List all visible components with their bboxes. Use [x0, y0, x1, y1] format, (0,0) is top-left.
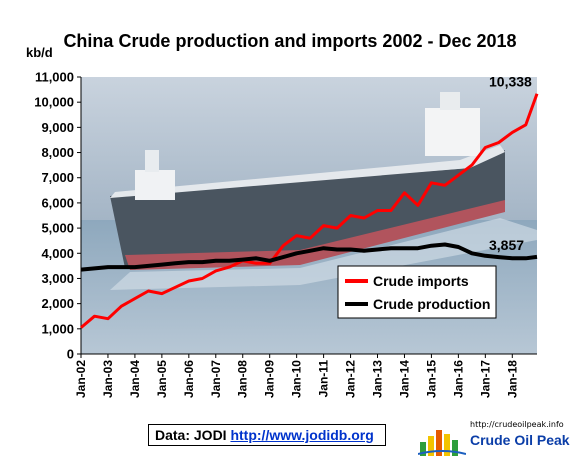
- y-tick-label: 8,000: [41, 145, 74, 160]
- y-tick-label: 5,000: [41, 221, 74, 236]
- series-layer: [80, 93, 539, 329]
- series-line-crude-imports: [80, 93, 539, 329]
- y-tick-label: 6,000: [41, 195, 74, 210]
- x-tick-label: Jan-10: [290, 360, 304, 398]
- legend: Crude imports Crude production: [337, 265, 497, 319]
- y-tick-label: 4,000: [41, 246, 74, 261]
- x-tick-label: Jan-04: [128, 360, 142, 398]
- x-tick-label: Jan-18: [505, 360, 519, 398]
- x-axis-ticks: Jan-02 Jan-03 Jan-04 Jan-05 Jan-06 Jan-07 Jan-…: [74, 354, 519, 398]
- y-tick-label: 2,000: [41, 296, 74, 311]
- y-tick-label: 7,000: [41, 170, 74, 185]
- x-tick-label: Jan-09: [263, 360, 277, 398]
- legend-box: [337, 265, 497, 319]
- x-tick-label: Jan-05: [155, 360, 169, 398]
- x-tick-label: Jan-02: [74, 360, 88, 398]
- y-axis-label: kb/d: [26, 45, 53, 60]
- chart-title: China Crude production and imports 2002 …: [63, 31, 516, 51]
- y-tick-label: 1,000: [41, 321, 74, 336]
- y-axis-ticks: 0 1,000 2,000 3,000 4,000 5,000 6,000 7,000 8,00…: [34, 70, 81, 362]
- x-tick-label: Jan-08: [236, 360, 250, 398]
- source-link[interactable]: http://www.jodidb.org: [230, 427, 374, 443]
- logo-bars-icon: [418, 430, 466, 456]
- x-tick-label: Jan-17: [478, 360, 492, 398]
- data-label: 10,338: [489, 74, 532, 90]
- x-tick-label: Jan-13: [371, 360, 385, 398]
- logo-url[interactable]: http://crudeoilpeak.info: [470, 420, 564, 429]
- source-prefix: Data: JODI: [155, 427, 227, 443]
- y-tick-label: 0: [67, 347, 74, 362]
- x-tick-label: Jan-03: [101, 360, 115, 398]
- x-tick-label: Jan-07: [209, 360, 223, 398]
- axes: [80, 77, 537, 355]
- y-tick-label: 9,000: [41, 120, 74, 135]
- y-tick-label: 10,000: [34, 95, 74, 110]
- x-tick-label: Jan-11: [317, 360, 331, 398]
- x-tick-label: Jan-16: [451, 360, 465, 398]
- y-tick-label: 3,000: [41, 271, 74, 286]
- logo-name: Crude Oil Peak: [470, 432, 570, 448]
- legend-label-crude-production: Crude production: [373, 296, 490, 312]
- source-note: Data: JODI http://www.jodidb.org: [148, 424, 386, 446]
- x-tick-label: Jan-12: [344, 360, 358, 398]
- crude-oil-peak-logo: http://crudeoilpeak.info Crude Oil Peak: [418, 420, 570, 456]
- x-tick-label: Jan-14: [397, 360, 411, 398]
- annotation-layer: 10,338 3,857: [489, 74, 532, 253]
- legend-label-crude-imports: Crude imports: [373, 273, 469, 289]
- y-tick-label: 11,000: [35, 70, 74, 85]
- data-label: 3,857: [489, 237, 524, 253]
- x-tick-label: Jan-06: [182, 360, 196, 398]
- x-tick-label: Jan-15: [424, 360, 438, 398]
- series-line-crude-production: [80, 242, 538, 272]
